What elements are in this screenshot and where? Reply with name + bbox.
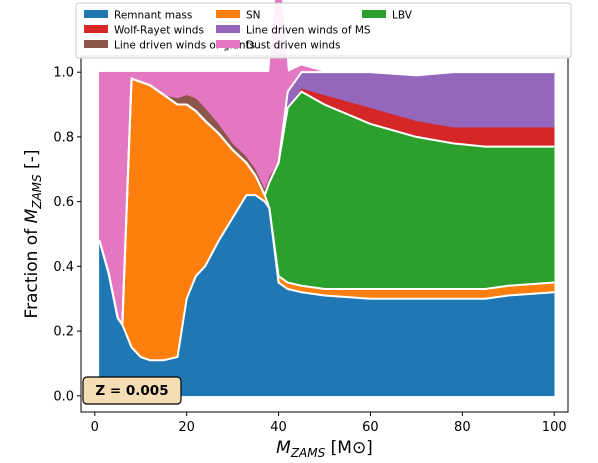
y-tick-label: 1.0: [53, 66, 74, 81]
x-axis: 0 20 40 60 80 100: [91, 412, 567, 435]
legend-label-wolf-rayet-winds: Wolf-Rayet winds: [114, 25, 204, 37]
legend-label-remnant-mass: Remnant mass: [114, 10, 192, 22]
x-tick-label: 0: [91, 420, 99, 435]
x-tick-label: 20: [178, 420, 195, 435]
legend-swatch-sn: [216, 10, 240, 18]
boundary-line-remnant-mass: [98, 194, 555, 362]
y-tick-label: 0.6: [53, 195, 74, 210]
boundary-line-line-driven-winds-of-ms: [98, 71, 555, 328]
x-tick-label: 80: [454, 420, 471, 435]
x-axis-label: MZAMS [M⊙]: [276, 438, 373, 460]
legend-swatch-line-driven-winds-of-ms: [216, 25, 240, 33]
legend-swatch-lbv: [362, 10, 386, 18]
legend-label-line-driven-winds-of-ms: Line driven winds of MS: [246, 25, 371, 37]
y-tick-label: 0.2: [53, 325, 74, 340]
y-tick-label: 0.4: [53, 260, 74, 275]
annotation-box: [82, 376, 182, 405]
legend-swatch-dust-driven-winds: [216, 40, 240, 48]
y-tick-label: 0.0: [53, 389, 74, 404]
legend-swatch-remnant-mass: [84, 10, 108, 18]
annotation-text: Z = 0.005: [95, 383, 168, 399]
y-axis-label: Fraction of MZAMS [-]: [22, 150, 44, 319]
legend: Remnant mass Wolf-Rayet winds Line driven …: [75, 2, 572, 59]
y-axis: 0.0 0.2 0.4 0.6 0.8 1.0: [53, 66, 81, 404]
legend-label-lbv: LBV: [392, 10, 413, 22]
plot-area: [98, 0, 555, 397]
x-tick-label: 100: [542, 420, 567, 435]
y-tick-label: 0.8: [53, 130, 74, 145]
metallicity-annotation: Z = 0.005: [82, 376, 182, 405]
x-tick-label: 60: [362, 420, 379, 435]
legend-box: [75, 2, 572, 59]
legend-label-sn: SN: [246, 10, 261, 22]
legend-swatch-line-driven-winds-of-giants: [84, 40, 108, 48]
legend-swatch-wolf-rayet-winds: [84, 25, 108, 33]
legend-label-dust-driven-winds: Dust driven winds: [246, 40, 341, 52]
x-tick-label: 40: [270, 420, 287, 435]
